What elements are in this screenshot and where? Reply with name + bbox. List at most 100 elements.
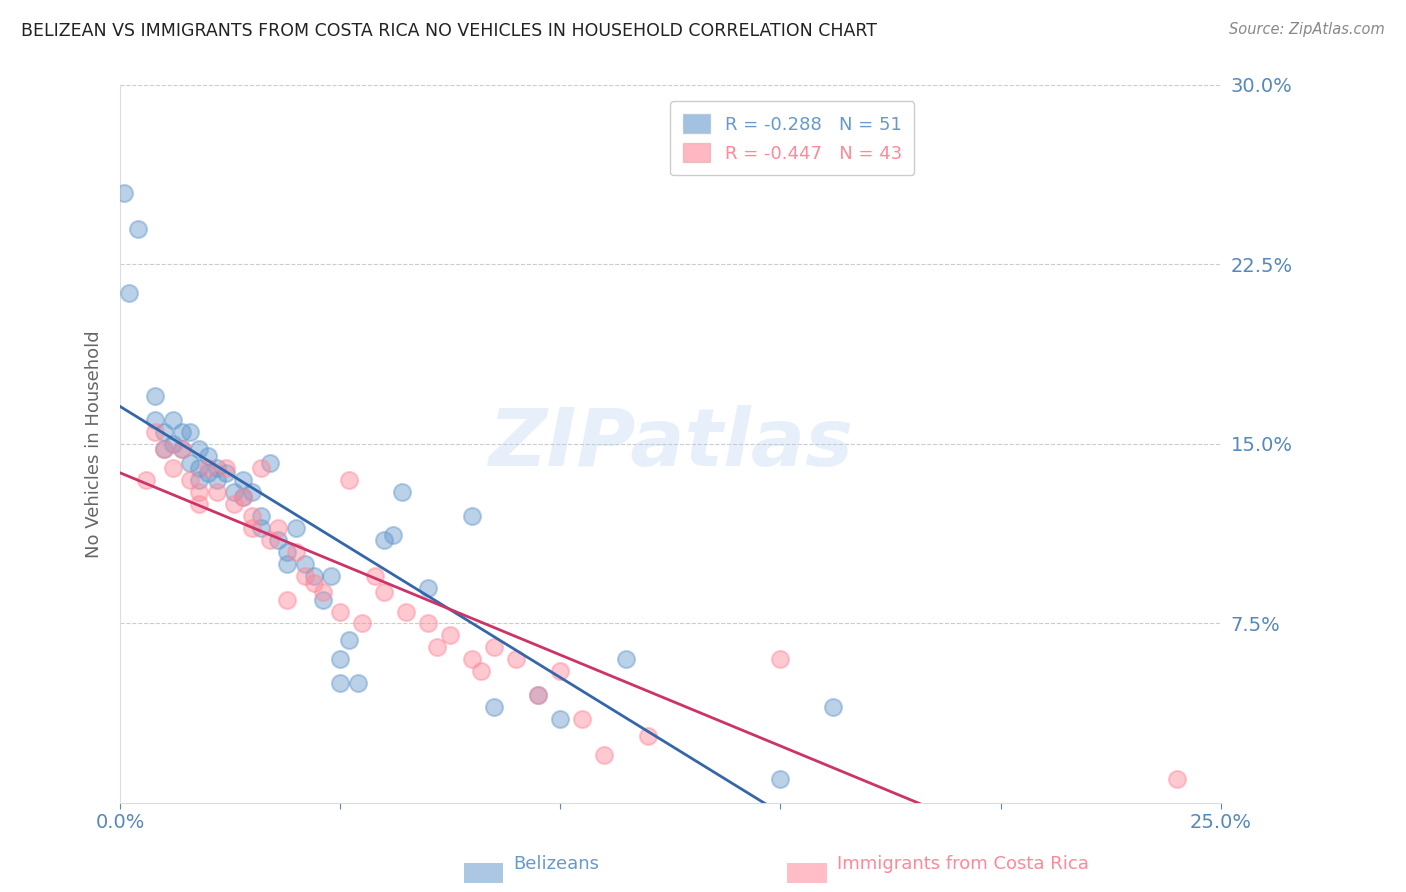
Point xyxy=(593,748,616,763)
Point xyxy=(224,497,246,511)
Point xyxy=(197,466,219,480)
Point xyxy=(302,568,325,582)
Point xyxy=(197,449,219,463)
Point xyxy=(346,676,368,690)
Point xyxy=(337,473,360,487)
Point xyxy=(426,640,449,655)
Point xyxy=(240,508,263,523)
Point xyxy=(143,425,166,439)
Point xyxy=(135,473,157,487)
Point xyxy=(232,473,254,487)
Point xyxy=(112,186,135,200)
Point xyxy=(162,413,184,427)
Point xyxy=(250,461,273,475)
Text: BELIZEAN VS IMMIGRANTS FROM COSTA RICA NO VEHICLES IN HOUSEHOLD CORRELATION CHAR: BELIZEAN VS IMMIGRANTS FROM COSTA RICA N… xyxy=(21,22,877,40)
Text: Immigrants from Costa Rica: Immigrants from Costa Rica xyxy=(837,855,1088,873)
Point xyxy=(352,616,374,631)
Point xyxy=(232,490,254,504)
Point xyxy=(527,688,550,702)
Point xyxy=(302,575,325,590)
Point xyxy=(329,652,352,666)
Point xyxy=(769,772,792,786)
Text: Source: ZipAtlas.com: Source: ZipAtlas.com xyxy=(1229,22,1385,37)
Point xyxy=(285,521,308,535)
Point xyxy=(250,508,273,523)
Point xyxy=(381,528,404,542)
Point xyxy=(391,484,413,499)
Point xyxy=(769,652,792,666)
Point xyxy=(505,652,527,666)
Y-axis label: No Vehicles in Household: No Vehicles in Household xyxy=(86,330,103,558)
Point xyxy=(470,665,492,679)
Point xyxy=(188,497,211,511)
Text: Belizeans: Belizeans xyxy=(513,855,599,873)
Point xyxy=(373,533,395,547)
Point xyxy=(614,652,637,666)
Point xyxy=(153,442,176,456)
Point xyxy=(127,221,149,235)
Point xyxy=(461,508,484,523)
Point xyxy=(329,676,352,690)
Point xyxy=(170,425,193,439)
Point xyxy=(484,640,506,655)
Point xyxy=(418,581,440,595)
Point xyxy=(267,533,290,547)
Point xyxy=(118,286,141,301)
Point xyxy=(153,425,176,439)
Point xyxy=(259,456,281,470)
Point xyxy=(143,389,166,403)
Point xyxy=(153,442,176,456)
Point xyxy=(311,592,333,607)
Point xyxy=(197,461,219,475)
Point xyxy=(548,712,571,726)
Point xyxy=(267,521,290,535)
Point xyxy=(250,521,273,535)
Point xyxy=(276,544,298,558)
Point xyxy=(240,521,263,535)
Point xyxy=(294,568,316,582)
Point xyxy=(224,484,246,499)
Point xyxy=(484,700,506,714)
Point xyxy=(205,473,228,487)
Point xyxy=(395,605,418,619)
Point xyxy=(337,633,360,648)
Point xyxy=(170,442,193,456)
Point xyxy=(162,461,184,475)
Point xyxy=(823,700,845,714)
Point xyxy=(418,616,440,631)
Point xyxy=(259,533,281,547)
Point xyxy=(527,688,550,702)
Point xyxy=(571,712,593,726)
Point xyxy=(188,484,211,499)
Point xyxy=(276,557,298,571)
Point xyxy=(188,461,211,475)
Legend: R = -0.288   N = 51, R = -0.447   N = 43: R = -0.288 N = 51, R = -0.447 N = 43 xyxy=(671,101,914,175)
Point xyxy=(162,437,184,451)
Point xyxy=(321,568,343,582)
Point xyxy=(205,484,228,499)
Point xyxy=(214,461,236,475)
Point xyxy=(285,544,308,558)
Point xyxy=(232,490,254,504)
Point xyxy=(461,652,484,666)
Point xyxy=(188,442,211,456)
Point xyxy=(1166,772,1188,786)
Point xyxy=(188,473,211,487)
Text: ZIPatlas: ZIPatlas xyxy=(488,405,853,483)
Point xyxy=(276,592,298,607)
Point xyxy=(311,585,333,599)
Point xyxy=(179,456,201,470)
Point xyxy=(179,425,201,439)
Point xyxy=(214,466,236,480)
Point xyxy=(329,605,352,619)
Point xyxy=(179,473,201,487)
Point xyxy=(205,461,228,475)
Point xyxy=(170,442,193,456)
Point xyxy=(548,665,571,679)
Point xyxy=(143,413,166,427)
Point xyxy=(637,729,659,743)
Point xyxy=(240,484,263,499)
Point xyxy=(439,628,461,642)
Point xyxy=(364,568,387,582)
Point xyxy=(373,585,395,599)
